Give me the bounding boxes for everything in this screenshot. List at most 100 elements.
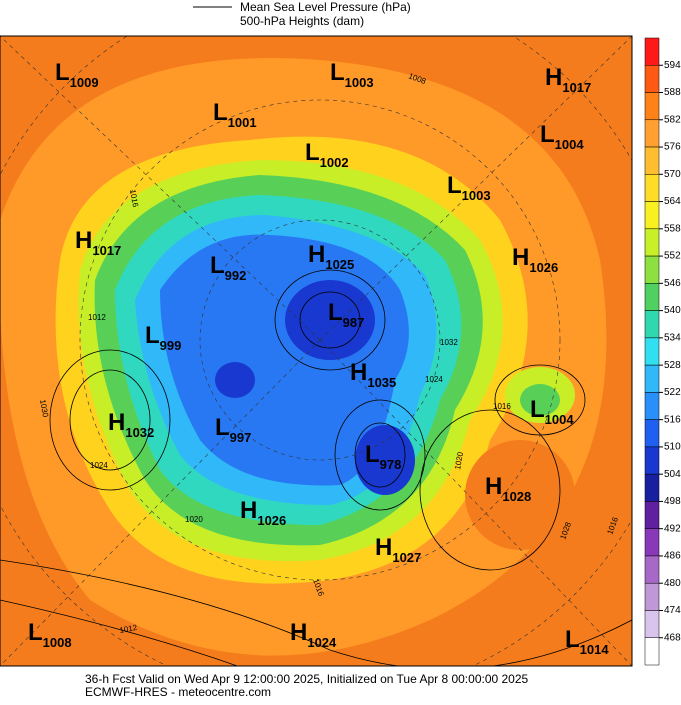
colorbar-label: 570: [664, 169, 681, 180]
colorbar-swatch: [644, 473, 660, 502]
center-value: 1008: [43, 635, 72, 650]
center-letter: H: [350, 359, 367, 386]
colorbar-swatch: [644, 146, 660, 175]
center-letter: L: [330, 59, 345, 86]
center-letter: H: [512, 244, 529, 271]
pressure-center: H1025: [308, 241, 354, 272]
colorbar-label: 510: [664, 442, 681, 453]
colorbar-swatch: [644, 419, 660, 448]
colorbar-swatch: [644, 119, 660, 148]
center-letter: L: [565, 626, 580, 653]
colorbar-label: 564: [664, 196, 681, 207]
center-value: 978: [380, 457, 402, 472]
center-letter: L: [447, 172, 462, 199]
contour-label: 1020: [185, 515, 203, 524]
colorbar-swatch: [644, 582, 660, 611]
center-value: 1025: [325, 257, 354, 272]
pressure-center: L1008: [28, 619, 72, 650]
contour-label: 1016: [128, 189, 140, 209]
pressure-center: L1003: [447, 172, 491, 203]
center-value: 1024: [307, 635, 337, 650]
center-letter: L: [215, 414, 230, 441]
center-letter: L: [145, 322, 160, 349]
center-value: 1009: [70, 75, 99, 90]
center-letter: L: [210, 252, 225, 279]
center-value: 1017: [92, 243, 121, 258]
colorbar-swatch: [644, 92, 660, 121]
colorbar-swatch: [644, 310, 660, 339]
pressure-center: H1035: [350, 359, 396, 390]
colorbar-label: 522: [664, 387, 681, 398]
pressure-center: H1027: [375, 534, 421, 565]
colorbar-swatch: [644, 528, 660, 557]
colorbar-label: 534: [664, 333, 681, 344]
pressure-center: L1014: [565, 626, 609, 657]
colorbar-swatch: [644, 174, 660, 202]
contour-label: 1024: [425, 375, 443, 384]
colorbar-swatch: [644, 37, 660, 66]
colorbar-label: 516: [664, 414, 681, 425]
colorbar-label: 558: [664, 223, 681, 234]
contour-label: 1016: [493, 402, 511, 411]
contour-label: 1012: [119, 623, 139, 635]
pressure-center: L1003: [330, 59, 374, 90]
colorbar-label: 540: [664, 305, 681, 316]
center-letter: H: [545, 64, 562, 91]
contour-label: 1020: [453, 451, 465, 471]
pressure-center: L1004: [530, 396, 574, 427]
center-letter: L: [55, 59, 70, 86]
center-value: 999: [160, 338, 182, 353]
colorbar-swatch: [644, 228, 660, 257]
center-letter: H: [240, 497, 257, 524]
pressure-center: H1028: [485, 473, 531, 504]
center-letter: L: [540, 121, 555, 148]
pressure-center: L1001: [213, 99, 257, 130]
pressure-center: H1026: [240, 497, 286, 528]
legend-text: Mean Sea Level Pressure (hPa): [240, 0, 411, 14]
colorbar-swatch: [644, 501, 660, 529]
colorbar-swatch: [644, 255, 660, 284]
pressure-center: L999: [145, 322, 181, 353]
center-value: 992: [225, 268, 247, 283]
map-frame: [0, 35, 633, 667]
center-value: 1001: [228, 115, 257, 130]
contour-label: 1030: [38, 399, 50, 419]
contour-label: 1024: [90, 461, 108, 470]
pressure-center: L992: [210, 252, 246, 283]
center-letter: L: [28, 619, 43, 646]
colorbar-label: 552: [664, 251, 681, 262]
pressure-center: H1017: [545, 64, 591, 95]
center-letter: H: [375, 534, 392, 561]
colorbar-label: 582: [664, 114, 681, 125]
pressure-center: L1009: [55, 59, 99, 90]
center-value: 1014: [580, 642, 610, 657]
center-value: 987: [343, 315, 365, 330]
center-letter: H: [485, 473, 502, 500]
colorbar-swatch: [644, 555, 660, 584]
colorbar-label: 480: [664, 578, 681, 589]
colorbar-label: 528: [664, 360, 681, 371]
colorbar-label: 474: [664, 605, 681, 616]
center-value: 1035: [367, 375, 396, 390]
colorbar-label: 594: [664, 60, 681, 71]
center-value: 1003: [345, 75, 374, 90]
center-letter: H: [290, 619, 307, 646]
center-letter: L: [530, 396, 545, 423]
center-value: 1028: [502, 489, 531, 504]
center-value: 997: [230, 430, 252, 445]
center-letter: L: [305, 139, 320, 166]
colorbar-swatch: [644, 446, 660, 475]
colorbar-label: 498: [664, 496, 681, 507]
center-value: 1017: [562, 80, 591, 95]
pressure-center: H1024: [290, 619, 337, 650]
colorbar-swatch: [644, 392, 660, 420]
colorbar-swatch: [644, 364, 660, 393]
center-value: 1004: [555, 137, 585, 152]
center-value: 1027: [392, 550, 421, 565]
colorbar-label: 588: [664, 87, 681, 98]
contour-label: 1012: [88, 313, 106, 322]
center-letter: H: [308, 241, 325, 268]
pressure-center: L1002: [305, 139, 349, 170]
